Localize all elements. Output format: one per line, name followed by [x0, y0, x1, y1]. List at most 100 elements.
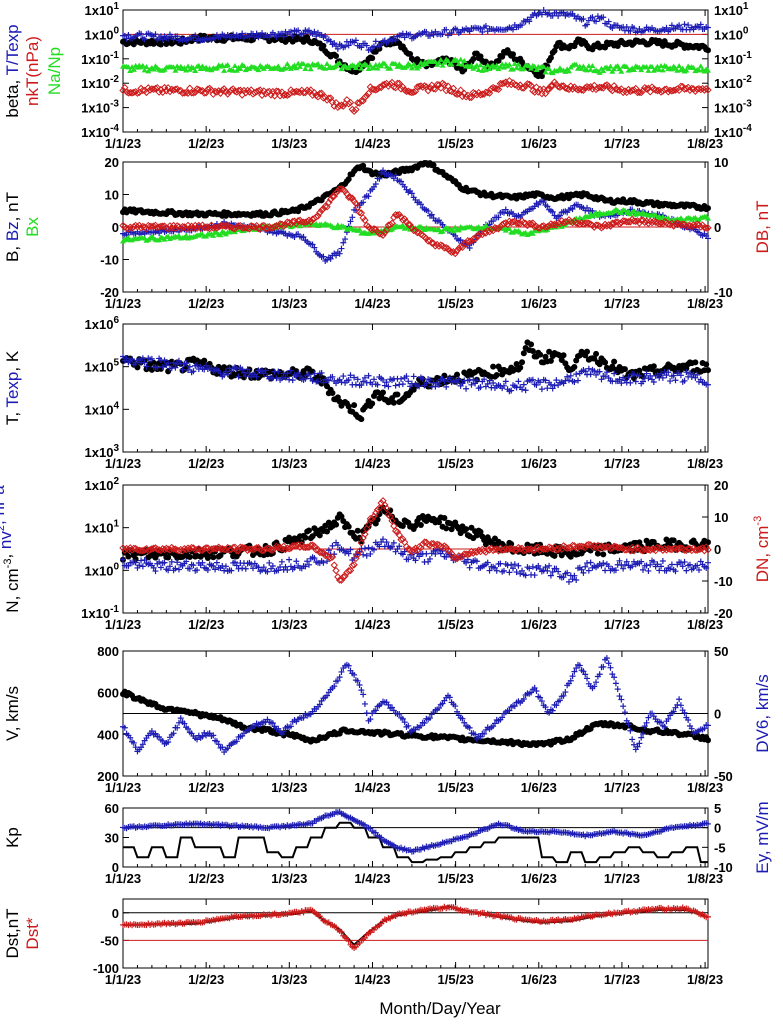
- data-point: [392, 37, 399, 44]
- series-plus-blue: [120, 655, 711, 756]
- data-point: [141, 67, 148, 73]
- data-point: [479, 29, 486, 36]
- data-point: [623, 23, 630, 30]
- x-tick-label: 1/1/23: [105, 617, 141, 632]
- data-point: [280, 33, 287, 40]
- y-tick-label: -10: [714, 285, 733, 300]
- data-point: [338, 245, 345, 252]
- data-point: [152, 31, 159, 38]
- data-point: [389, 38, 396, 45]
- series-dot-black: [120, 688, 711, 749]
- data-point: [705, 205, 711, 212]
- x-tick-label: 1/7/23: [604, 456, 640, 471]
- x-tick-label: 1/8/23: [687, 456, 723, 471]
- y-tick-label: 1x100: [714, 25, 749, 42]
- data-point: [705, 24, 711, 31]
- data-point: [538, 73, 545, 80]
- panel-density: 1/1/23 1/2/23 1/3/23 1/4/23 1/5/23 1/6/23 1/7/…: [0, 476, 772, 632]
- data-point: [143, 63, 150, 69]
- data-point: [345, 42, 352, 49]
- data-point: [231, 63, 238, 69]
- data-point: [331, 40, 338, 47]
- x-tick-label: 1/4/23: [354, 617, 390, 632]
- data-point: [340, 373, 347, 380]
- data-point: [230, 31, 237, 38]
- x-tick-label: 1/3/23: [271, 456, 307, 471]
- y-tick-label: 600: [97, 686, 119, 701]
- data-point: [448, 30, 455, 37]
- data-point: [302, 534, 309, 541]
- series-dot-black: [120, 504, 711, 563]
- data-point: [602, 359, 609, 366]
- data-point: [416, 63, 423, 69]
- data-point: [266, 559, 273, 566]
- x-tick-label: 1/3/23: [271, 617, 307, 632]
- data-point: [636, 25, 643, 32]
- y-tick-label: 1x10-1: [714, 50, 752, 67]
- data-point: [159, 36, 166, 43]
- data-point: [605, 18, 612, 25]
- data-point: [519, 21, 526, 28]
- data-point: [289, 377, 296, 384]
- x-tick-label: 1/5/23: [438, 780, 474, 795]
- data-point: [295, 27, 302, 34]
- data-point: [224, 62, 231, 68]
- data-point: [607, 63, 614, 69]
- data-point: [125, 31, 132, 38]
- data-point: [365, 544, 372, 551]
- data-point: [246, 34, 253, 41]
- y-tick-label: 1x101: [85, 1, 120, 18]
- x-tick-label: 1/4/23: [354, 296, 390, 311]
- data-point: [630, 25, 637, 32]
- data-point: [392, 382, 399, 389]
- data-point: [212, 35, 219, 42]
- data-point: [587, 559, 594, 566]
- y-tick-label: 1x10-1: [81, 50, 119, 67]
- y-tick-label: -20: [100, 285, 119, 300]
- y-tick-label: 1x102: [85, 476, 120, 493]
- data-point: [320, 42, 327, 49]
- y-tick-label: 1x105: [85, 358, 120, 375]
- data-point: [410, 373, 417, 380]
- data-point: [372, 38, 379, 45]
- data-point: [593, 18, 600, 25]
- data-point: [513, 64, 520, 70]
- data-point: [369, 55, 376, 62]
- y-axis-label: beta, T/Texp: [3, 24, 22, 117]
- data-point: [466, 28, 473, 35]
- data-point: [459, 61, 466, 67]
- data-point: [493, 371, 500, 378]
- data-point: [157, 41, 164, 48]
- data-point: [439, 30, 446, 37]
- data-point: [430, 31, 437, 38]
- data-point: [466, 564, 473, 571]
- y-tick-label: 1x10-4: [81, 123, 119, 140]
- data-point: [584, 348, 591, 355]
- x-tick-label: 1/2/23: [188, 296, 224, 311]
- data-point: [399, 381, 406, 388]
- x-tick-label: 1/2/23: [188, 780, 224, 795]
- data-point: [186, 554, 193, 561]
- data-point: [589, 62, 596, 68]
- data-point: [130, 66, 137, 72]
- data-point: [237, 65, 244, 71]
- data-point: [540, 63, 547, 69]
- data-point: [423, 550, 430, 557]
- data-point: [547, 54, 554, 61]
- x-tick-label: 1/6/23: [521, 456, 557, 471]
- data-point: [468, 62, 475, 68]
- y-tick-label: 50: [714, 644, 728, 659]
- data-point: [213, 65, 220, 71]
- data-point: [380, 389, 386, 396]
- data-point: [165, 35, 172, 42]
- data-point: [522, 387, 529, 394]
- data-point: [327, 38, 334, 45]
- x-tick-label: 1/4/23: [354, 456, 390, 471]
- data-point: [529, 347, 536, 354]
- y-tick-label: 0: [714, 220, 721, 235]
- y-tick-label: 1x100: [85, 561, 120, 578]
- data-point: [352, 381, 359, 388]
- data-point: [242, 565, 249, 572]
- data-point: [141, 36, 148, 43]
